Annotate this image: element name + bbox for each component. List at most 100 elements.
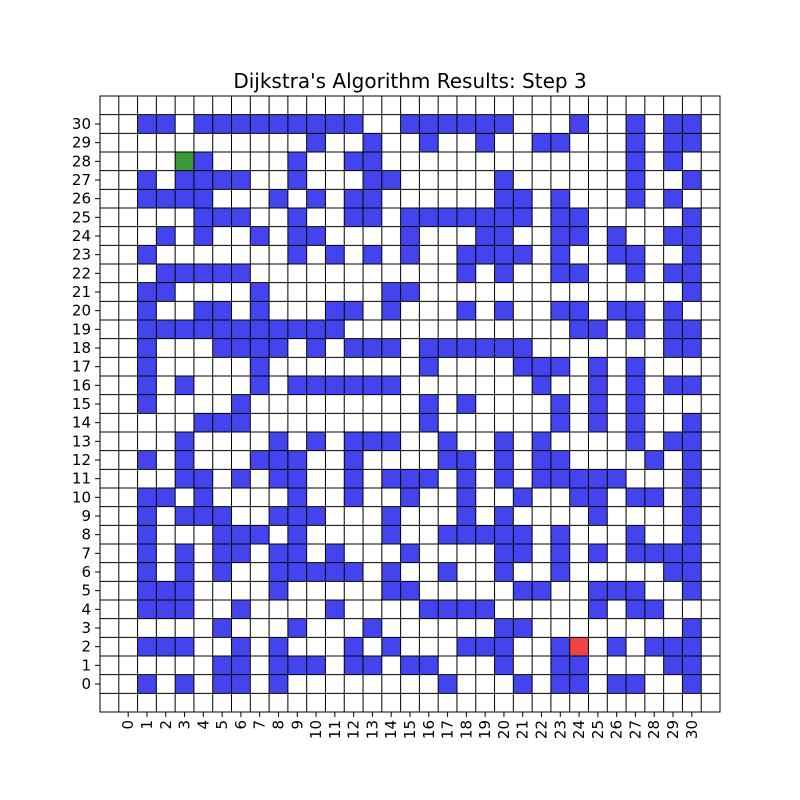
wall-cell [212,264,232,283]
wall-cell [344,469,364,488]
y-tick-label: 25 [72,208,91,226]
wall-cell [193,152,213,171]
wall-cell [626,600,645,619]
wall-cell [231,264,251,283]
wall-cell [682,674,702,694]
wall-cell [513,674,533,694]
wall-cell [682,133,702,152]
wall-cell [269,338,288,358]
wall-cell [626,152,645,171]
wall-cell [569,469,589,488]
x-tick-label: 21 [514,720,532,739]
x-tick-label: 10 [307,720,325,739]
wall-cell [137,170,157,190]
x-tick-label: 2 [157,720,175,730]
wall-cell [306,376,326,395]
wall-cell [137,637,157,656]
wall-cell [644,544,664,563]
wall-cell [438,525,457,544]
wall-cell [626,301,645,320]
wall-cell [438,114,457,134]
wall-cell [475,338,495,358]
wall-cell [250,338,270,358]
wall-cell [137,674,157,694]
wall-cell [287,376,307,395]
wall-cell [306,114,326,134]
x-tick-label: 24 [570,720,588,739]
wall-cell [626,170,645,190]
wall-cell [325,114,345,134]
x-tick-label: 27 [626,720,644,739]
wall-cell [269,189,288,208]
x-tick-label: 26 [608,720,626,739]
wall-cell [287,506,307,526]
wall-cell [682,562,702,582]
wall-cell [588,469,608,488]
wall-cell [456,600,476,619]
wall-cell [269,674,288,694]
wall-cell [175,674,194,694]
wall-cell [363,170,382,190]
wall-cell [306,506,326,526]
wall-cell [137,320,157,339]
wall-cell [607,226,627,246]
wall-cell [250,114,270,134]
wall-cell [306,338,326,358]
wall-cell [550,525,570,544]
x-tick-label: 6 [232,720,250,730]
wall-cell [513,338,533,358]
wall-cell [400,488,420,507]
wall-cell [438,208,457,227]
wall-cell [663,189,683,208]
x-axis-ticks: 0 1 2 3 4 5 6 7 8 9 10 11 12 13 14 15 16 17 18 19 20 21 22 23 24… [119,712,701,739]
wall-cell [287,656,307,675]
wall-cell [363,376,382,395]
x-tick-label: 29 [664,720,682,739]
x-tick-label: 18 [457,720,475,739]
wall-cell [550,245,570,264]
wall-cell [363,152,382,171]
wall-cell [231,170,251,190]
y-tick-label: 15 [72,395,91,413]
wall-cell [494,450,514,470]
wall-cell [626,488,645,507]
wall-cell [532,376,551,395]
wall-cell [626,189,645,208]
wall-cell [607,674,627,694]
wall-cell [400,226,420,246]
wall-cell [137,600,157,619]
wall-cell [363,189,382,208]
x-tick-label: 22 [533,720,551,739]
wall-cell [419,338,439,358]
wall-cell [456,469,476,488]
wall-cell [156,114,176,134]
wall-cell [682,469,702,488]
wall-cell [475,226,495,246]
y-tick-label: 1 [81,656,91,674]
wall-cell [344,114,364,134]
y-tick-label: 26 [72,190,91,208]
wall-cell [175,544,194,563]
wall-cell [663,320,683,339]
wall-cell [494,245,514,264]
wall-cell [231,600,251,619]
wall-cell [212,338,232,358]
wall-cell [682,208,702,227]
wall-cell [494,469,514,488]
wall-cell [550,189,570,208]
wall-cell [325,245,345,264]
wall-cell [137,357,157,376]
wall-cell [569,488,589,507]
wall-cell [626,245,645,264]
wall-cell [550,394,570,414]
wall-cell [438,600,457,619]
wall-cell [419,394,439,414]
wall-cell [363,133,382,152]
wall-cell [456,394,476,414]
wall-cell [419,600,439,619]
wall-cell [212,618,232,638]
wall-cell [400,581,420,600]
wall-cell [644,637,664,656]
wall-cell [269,114,288,134]
wall-cell [494,226,514,246]
